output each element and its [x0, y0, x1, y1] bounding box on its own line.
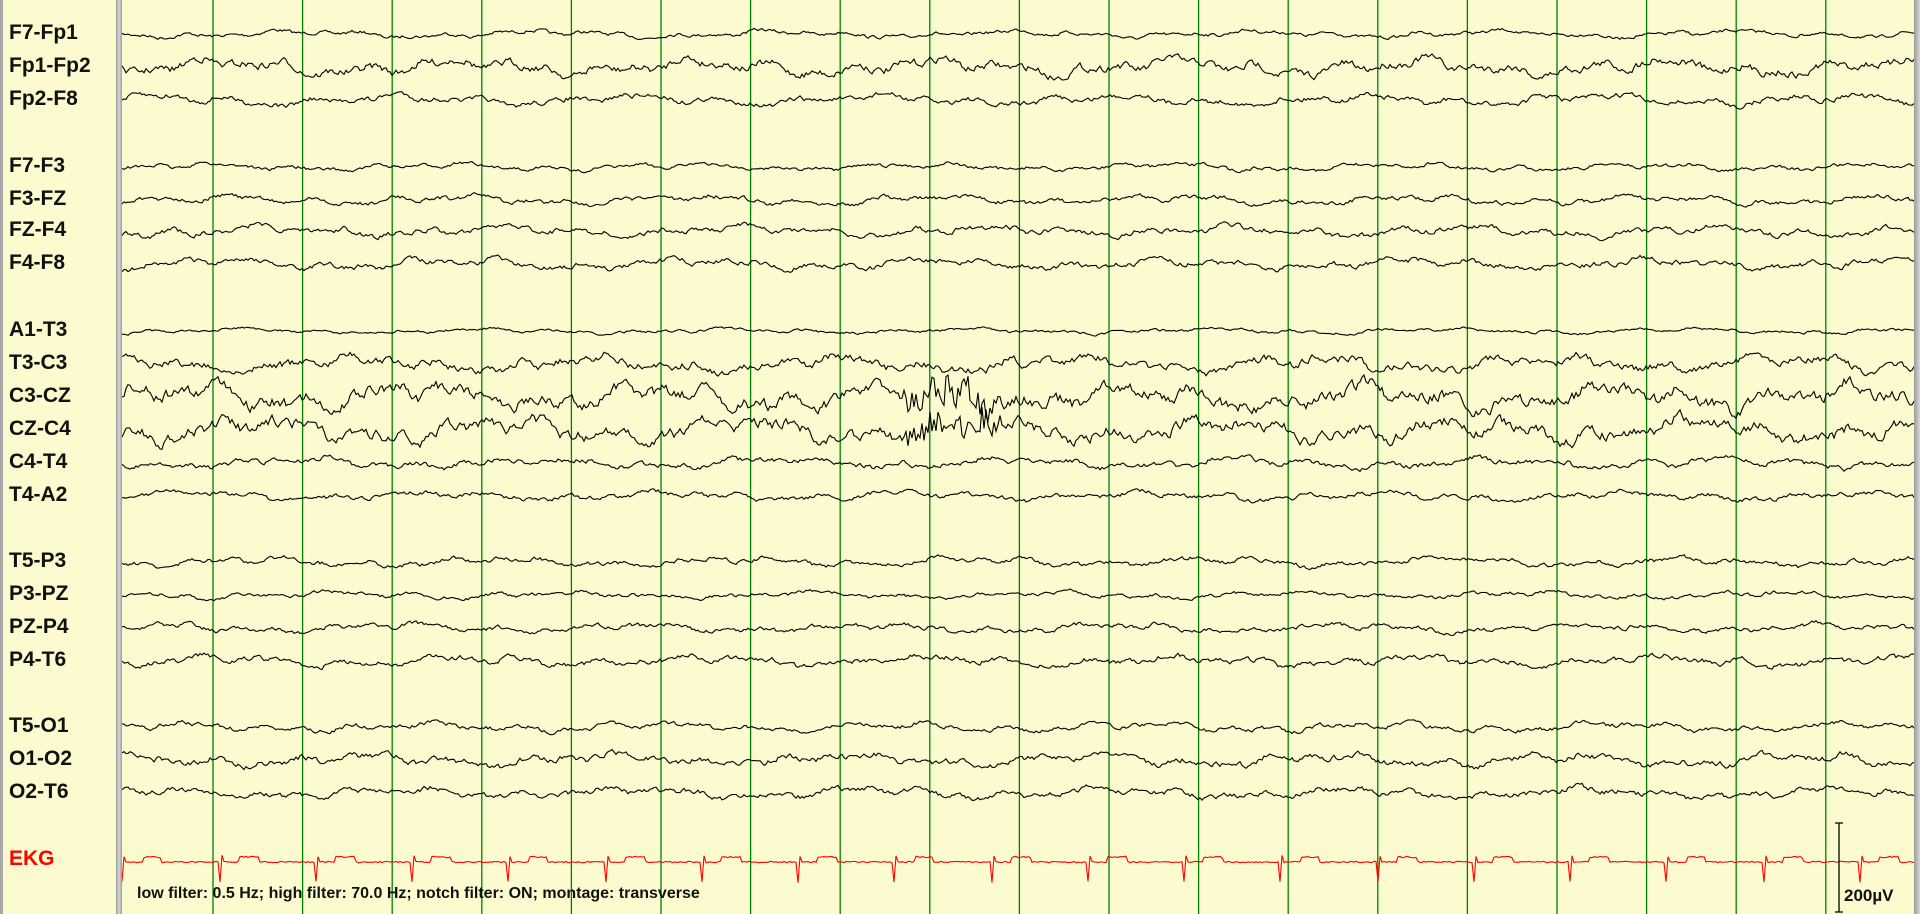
channel-label-panel: F7-Fp1 Fp1-Fp2 Fp2-F8 F7-F3 F3-FZ FZ-F4 F4-F8 A… — [0, 0, 116, 914]
channel-label: C4-T4 — [9, 450, 68, 473]
channel-label: T4-A2 — [9, 483, 68, 506]
eeg-trace — [122, 53, 1916, 81]
eeg-trace — [122, 254, 1916, 273]
eeg-trace — [122, 588, 1916, 602]
channel-label: F7-F3 — [9, 154, 66, 177]
channel-label: T3-C3 — [9, 351, 68, 374]
eeg-trace — [122, 748, 1916, 771]
channel-label: EKG — [9, 847, 55, 870]
eeg-trace — [122, 27, 1916, 41]
channel-label: T5-P3 — [9, 549, 67, 572]
channel-label: FZ-F4 — [9, 218, 67, 241]
channel-label: F4-F8 — [9, 251, 66, 274]
eeg-trace — [122, 454, 1916, 473]
channel-label: CZ-C4 — [9, 417, 71, 440]
channel-label: O2-T6 — [9, 780, 69, 803]
channel-label: PZ-P4 — [9, 615, 69, 638]
eeg-trace — [122, 488, 1916, 504]
channel-label: C3-CZ — [9, 384, 71, 407]
ekg-trace — [122, 855, 1916, 883]
channel-label: F3-FZ — [9, 187, 67, 210]
channel-label: F7-Fp1 — [9, 21, 78, 44]
channel-label: P3-PZ — [9, 582, 69, 605]
filter-settings-text: low filter: 0.5 Hz; high filter: 70.0 Hz… — [137, 885, 700, 902]
right-border — [1914, 0, 1920, 914]
eeg-trace — [122, 374, 1916, 424]
channel-label: P4-T6 — [9, 648, 67, 671]
eeg-trace — [122, 652, 1916, 671]
channel-label: Fp2-F8 — [9, 87, 78, 110]
eeg-trace — [122, 719, 1916, 736]
eeg-trace — [122, 91, 1916, 110]
eeg-trace-area — [122, 0, 1916, 914]
eeg-trace — [122, 553, 1916, 571]
channel-label: A1-T3 — [9, 318, 68, 341]
eeg-trace — [122, 220, 1916, 242]
scale-bar-label: 200µV — [1844, 886, 1894, 905]
scale-bar — [1835, 822, 1843, 913]
eeg-trace — [122, 191, 1916, 208]
eeg-trace — [122, 326, 1916, 337]
panel-divider[interactable] — [116, 0, 122, 914]
channel-label: T5-O1 — [9, 714, 69, 737]
eeg-trace — [122, 407, 1916, 450]
channel-label: Fp1-Fp2 — [9, 54, 91, 77]
eeg-trace — [122, 161, 1916, 174]
eeg-trace — [122, 351, 1916, 377]
eeg-trace — [122, 619, 1916, 637]
eeg-trace — [122, 782, 1916, 802]
channel-label: O1-O2 — [9, 747, 73, 770]
